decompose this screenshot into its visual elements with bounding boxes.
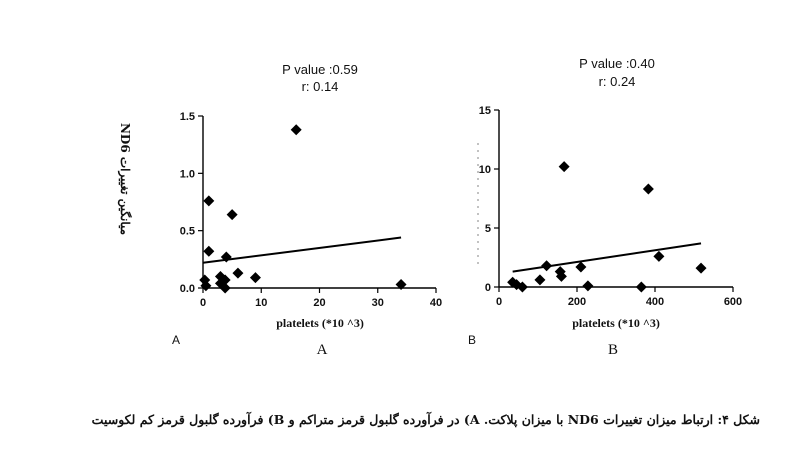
y-tick-label-b-2: 10 (479, 164, 491, 176)
data-point-b-6 (555, 270, 567, 282)
x-tick-label-a-0: 0 (200, 297, 206, 309)
stat-r-b: r: 0.24 (599, 74, 636, 89)
fit-line-b (512, 242, 702, 273)
panel-letter-a: A (172, 333, 180, 347)
data-point-b-11 (642, 183, 654, 195)
x-tick-label-b-0: 0 (496, 296, 502, 308)
x-tick-label-a-1: 10 (255, 297, 267, 309)
y-tick-label-a-2: 1.0 (180, 168, 195, 180)
data-point-b-7 (558, 161, 570, 173)
stat-r-a: r: 0.14 (302, 79, 339, 94)
x-tick-label-b-3: 600 (724, 296, 742, 308)
x-tick-label-b-1: 200 (568, 296, 586, 308)
data-point-a-8 (220, 251, 232, 263)
data-point-b-3 (534, 274, 546, 286)
x-tick-label-a-4: 40 (430, 297, 442, 309)
data-point-a-7 (219, 274, 231, 286)
data-point-a-10 (232, 267, 244, 279)
x-tick-label-a-2: 20 (313, 297, 325, 309)
stat-pvalue-a: P value :0.59 (282, 62, 358, 77)
data-point-a-2 (203, 195, 215, 207)
data-point-b-12 (653, 250, 665, 262)
y-tick-label-b-0: 0 (485, 282, 491, 294)
data-point-a-9 (226, 209, 238, 221)
chart-panel-b: P value :0.40 r: 0.24 0 200 400 600 0 5 10 15 p… (468, 56, 742, 358)
data-point-a-13 (395, 279, 407, 291)
y-tick-label-b-1: 5 (485, 223, 491, 235)
fit-line-a (202, 236, 402, 264)
data-point-a-1 (200, 280, 212, 292)
y-tick-label-b-3: 15 (479, 105, 491, 117)
figure-caption: شکل ۴: ارتباط میزان تغییرات ND6 با میزان… (91, 412, 760, 427)
data-point-b-13 (695, 262, 707, 274)
x-axis-label-a: platelets (*10 ^3) (276, 316, 364, 330)
x-tick-label-a-3: 30 (372, 297, 384, 309)
data-point-a-6 (219, 282, 231, 294)
data-point-a-12 (290, 124, 302, 136)
y-tick-label-a-1: 0.5 (180, 226, 195, 238)
data-point-a-11 (249, 272, 261, 284)
y-tick-label-a-0: 0.0 (180, 283, 195, 295)
data-point-b-8 (575, 261, 587, 273)
panel-letter-b: B (468, 333, 476, 347)
y-axis-label-a: میانگین تغییرات ND6 (117, 123, 133, 235)
chart-panel-a: P value :0.59 r: 0.14 میانگین تغییرات ND… (117, 62, 442, 358)
x-tick-label-b-2: 400 (646, 296, 664, 308)
data-point-a-3 (203, 245, 215, 257)
data-point-b-4 (541, 260, 553, 272)
data-point-b-9 (582, 280, 594, 292)
data-point-b-2 (516, 281, 528, 293)
y-tick-label-a-3: 1.5 (180, 111, 195, 123)
stat-pvalue-b: P value :0.40 (579, 56, 655, 71)
x-axis-label-b: platelets (*10 ^3) (572, 316, 660, 330)
panel-label-b: B (608, 342, 618, 358)
panel-label-a: A (317, 342, 328, 358)
data-point-b-10 (635, 281, 647, 293)
